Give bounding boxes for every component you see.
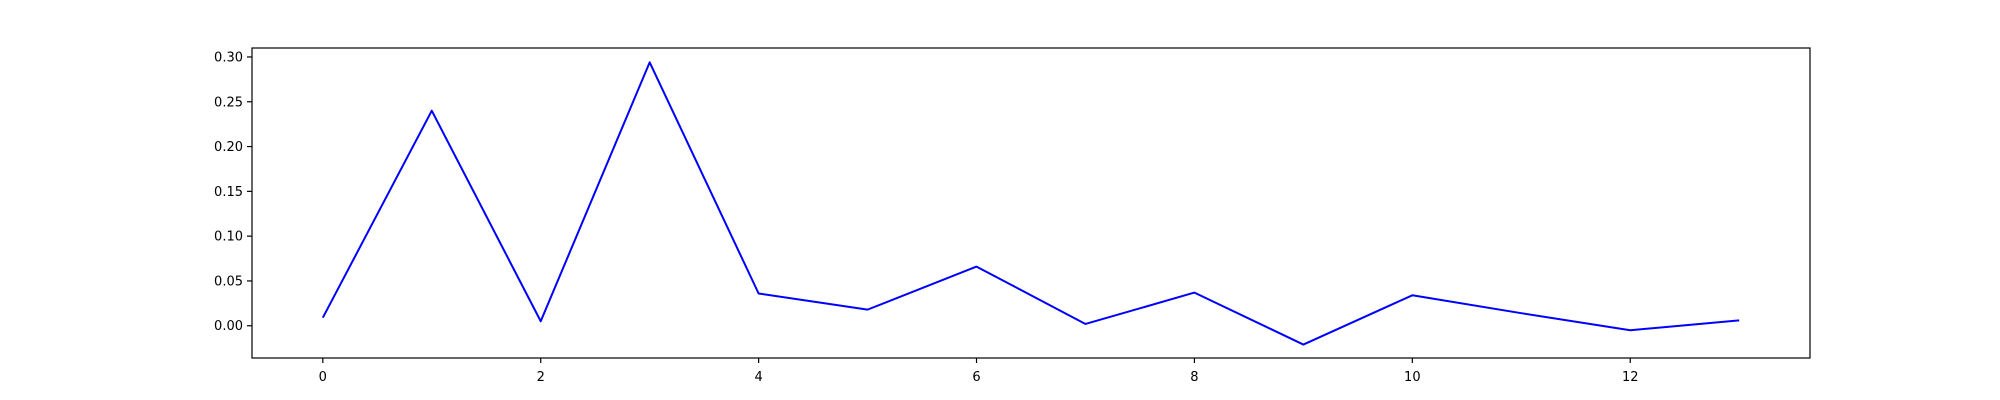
x-tick-label: 12	[1622, 370, 1639, 385]
y-tick-label: 0.25	[214, 95, 243, 110]
x-tick-label: 6	[972, 370, 980, 385]
y-tick-label: 0.00	[214, 319, 243, 334]
y-tick-label: 0.15	[214, 185, 243, 200]
axes-frame	[251, 47, 1811, 359]
y-tick-label: 0.10	[214, 230, 243, 245]
x-tick-label: 0	[319, 370, 327, 385]
plot-area	[321, 61, 1740, 346]
x-tick-label: 2	[537, 370, 545, 385]
y-tick-label: 0.30	[214, 50, 243, 65]
x-axis: 0 2 4 6 8 10 12	[319, 358, 1639, 385]
series-line	[321, 61, 1740, 346]
y-tick-label: 0.20	[214, 140, 243, 155]
y-axis: 0.00 0.05 0.10 0.15 0.20 0.25 0.30	[214, 50, 252, 334]
y-tick-label: 0.05	[214, 274, 243, 289]
x-tick-label: 10	[1404, 370, 1421, 385]
x-tick-label: 8	[1190, 370, 1198, 385]
x-tick-label: 4	[754, 370, 762, 385]
